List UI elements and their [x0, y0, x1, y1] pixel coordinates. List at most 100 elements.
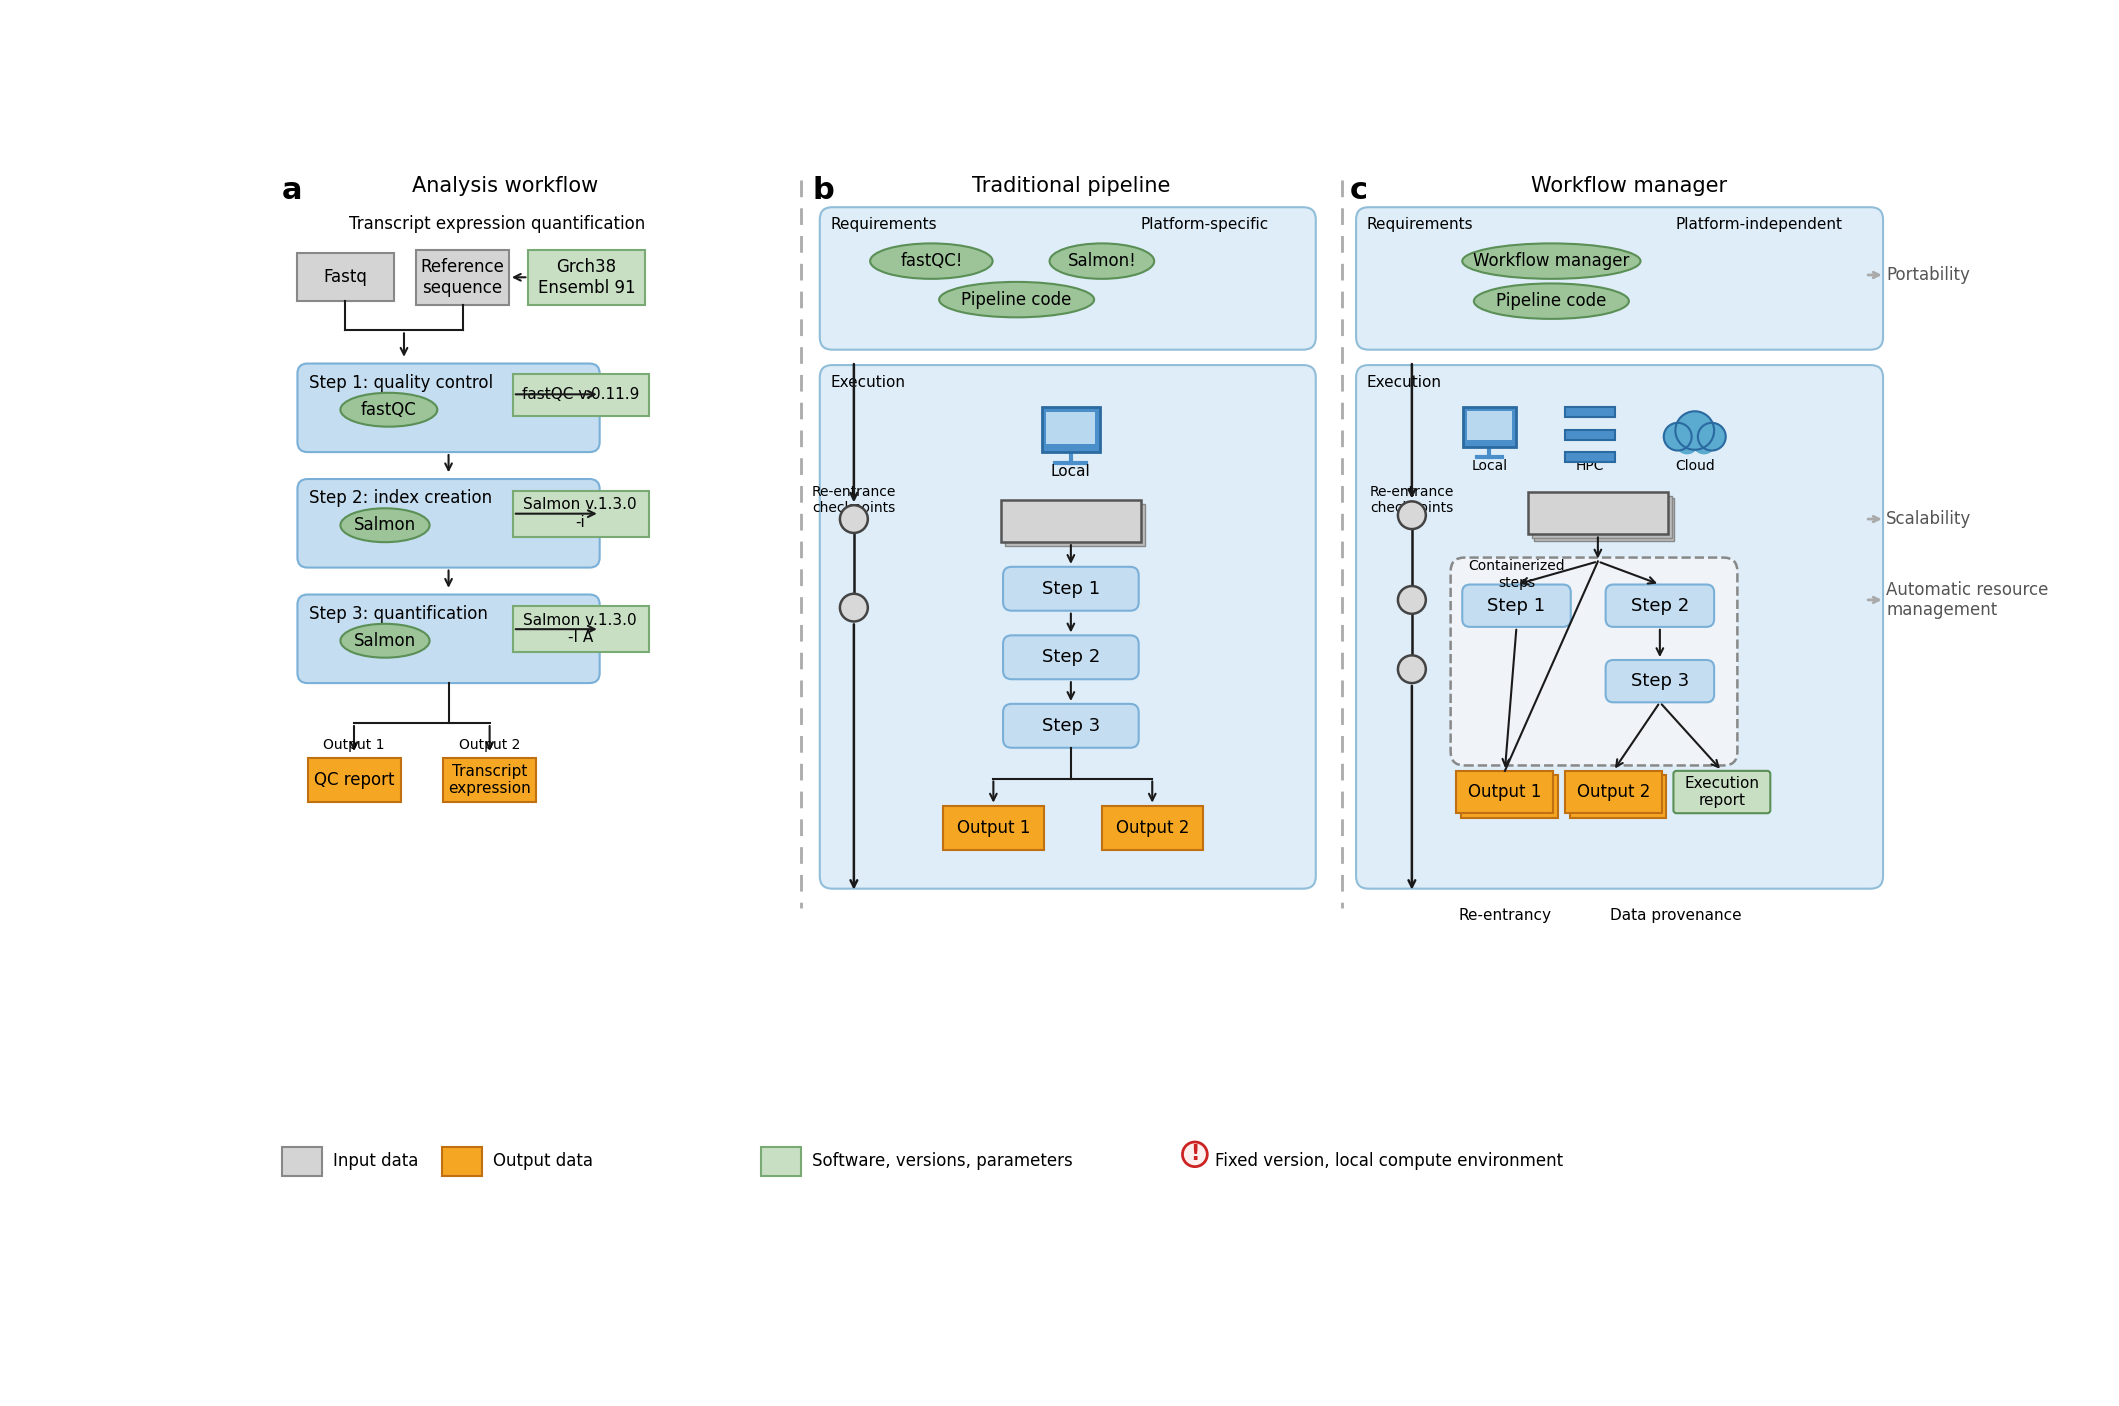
Bar [441, 1147, 481, 1175]
FancyBboxPatch shape [820, 366, 1316, 889]
Text: Traditional pipeline: Traditional pipeline [973, 176, 1170, 195]
Circle shape [1399, 655, 1426, 683]
Text: QC report: QC report [314, 770, 394, 789]
Text: Fixed version, local compute environment: Fixed version, local compute environment [1214, 1153, 1564, 1170]
Text: Software, versions, parameters: Software, versions, parameters [812, 1153, 1072, 1170]
Text: Step 2: Step 2 [1043, 648, 1100, 666]
Text: Salmon v.1.3.0
-i: Salmon v.1.3.0 -i [523, 498, 638, 530]
Text: Pipeline code: Pipeline code [1496, 292, 1606, 311]
Text: Step 3: quantification: Step 3: quantification [309, 605, 487, 623]
Circle shape [1697, 423, 1725, 450]
Text: Local: Local [1471, 458, 1507, 472]
Circle shape [839, 593, 869, 621]
Ellipse shape [1462, 243, 1640, 278]
Circle shape [1399, 586, 1426, 614]
Text: Automatic resource
management: Automatic resource management [1886, 581, 2049, 619]
Text: Salmon!: Salmon! [1068, 252, 1136, 270]
Text: Output 2: Output 2 [460, 738, 521, 752]
Text: Re-entrancy: Re-entrancy [1458, 908, 1551, 924]
Text: Step 3: Step 3 [1632, 672, 1689, 690]
Bar [1000, 499, 1140, 543]
Text: Transcript
expression: Transcript expression [449, 763, 532, 796]
Text: Re-entrance
checkpoints: Re-entrance checkpoints [812, 485, 896, 515]
Text: Output data: Output data [494, 1153, 593, 1170]
Text: HPC: HPC [1577, 458, 1604, 472]
Bar [297, 253, 394, 301]
Text: Re-entrance
checkpoints: Re-entrance checkpoints [1369, 485, 1454, 515]
Text: Input data: Input data [1028, 512, 1115, 530]
Text: Step 1: Step 1 [1043, 579, 1100, 598]
Bar [513, 491, 648, 537]
FancyBboxPatch shape [1674, 770, 1769, 813]
Text: Input data: Input data [333, 1153, 417, 1170]
Text: Local: Local [1051, 464, 1091, 479]
Text: Execution
report: Execution report [1685, 776, 1759, 808]
FancyBboxPatch shape [297, 479, 600, 568]
Text: Workflow manager: Workflow manager [1530, 176, 1727, 195]
Bar [1528, 492, 1668, 534]
Text: Step 1: quality control: Step 1: quality control [309, 374, 494, 392]
Text: Output 2: Output 2 [1115, 818, 1189, 837]
FancyBboxPatch shape [1002, 704, 1138, 748]
Text: Salmon v.1.3.0
-I A: Salmon v.1.3.0 -I A [523, 613, 638, 645]
Bar [1462, 408, 1515, 447]
Bar [528, 250, 644, 305]
Text: Step 2: index creation: Step 2: index creation [309, 489, 492, 508]
Bar [1004, 503, 1144, 546]
Bar [1566, 408, 1615, 418]
Text: b: b [812, 176, 833, 205]
Bar [1462, 776, 1557, 818]
Circle shape [1676, 432, 1699, 454]
Text: a: a [282, 176, 303, 205]
Text: Transcript expression quantification: Transcript expression quantification [350, 215, 646, 233]
Text: Step 2: Step 2 [1632, 596, 1689, 614]
Bar [307, 758, 400, 803]
Bar [513, 606, 648, 652]
Bar [1043, 408, 1100, 453]
Text: Output 1: Output 1 [1468, 783, 1541, 801]
Ellipse shape [1475, 284, 1630, 319]
Bar [1534, 498, 1674, 541]
Text: Analysis workflow: Analysis workflow [411, 176, 598, 195]
Bar [1566, 770, 1661, 813]
Bar [415, 250, 509, 305]
FancyBboxPatch shape [1002, 567, 1138, 610]
Text: Platform-specific: Platform-specific [1140, 218, 1269, 232]
Text: fastQC v.0.11.9: fastQC v.0.11.9 [521, 387, 640, 402]
Ellipse shape [939, 283, 1093, 318]
Text: Output 1: Output 1 [324, 738, 386, 752]
Text: Step 3: Step 3 [1043, 717, 1100, 735]
Circle shape [1676, 412, 1714, 450]
FancyBboxPatch shape [1606, 659, 1714, 703]
Text: Fastq: Fastq [324, 269, 367, 287]
Bar [1532, 496, 1672, 538]
Bar [1047, 412, 1096, 444]
Circle shape [1182, 1142, 1208, 1167]
Ellipse shape [341, 392, 437, 426]
Text: Portability: Portability [1886, 266, 1971, 284]
Bar [761, 1147, 801, 1175]
Text: Output 2: Output 2 [1577, 783, 1651, 801]
Bar [513, 374, 648, 416]
Text: Execution: Execution [1367, 375, 1441, 391]
Text: !: ! [1189, 1142, 1201, 1167]
Text: Requirements: Requirements [831, 218, 937, 232]
Bar [1566, 430, 1615, 440]
Circle shape [1399, 502, 1426, 529]
Ellipse shape [341, 624, 430, 658]
Text: Salmon: Salmon [354, 631, 415, 650]
FancyBboxPatch shape [1002, 636, 1138, 679]
Ellipse shape [871, 243, 992, 278]
FancyBboxPatch shape [1606, 585, 1714, 627]
Text: c: c [1350, 176, 1369, 205]
Bar [1466, 412, 1511, 440]
FancyBboxPatch shape [820, 207, 1316, 350]
Ellipse shape [341, 509, 430, 543]
Bar [1566, 453, 1615, 463]
Text: Step 1: Step 1 [1488, 596, 1545, 614]
Bar [443, 758, 536, 803]
Text: Grch38
Ensembl 91: Grch38 Ensembl 91 [538, 257, 636, 297]
Circle shape [1663, 423, 1691, 450]
Bar [1570, 776, 1666, 818]
Text: Requirements: Requirements [1367, 218, 1473, 232]
